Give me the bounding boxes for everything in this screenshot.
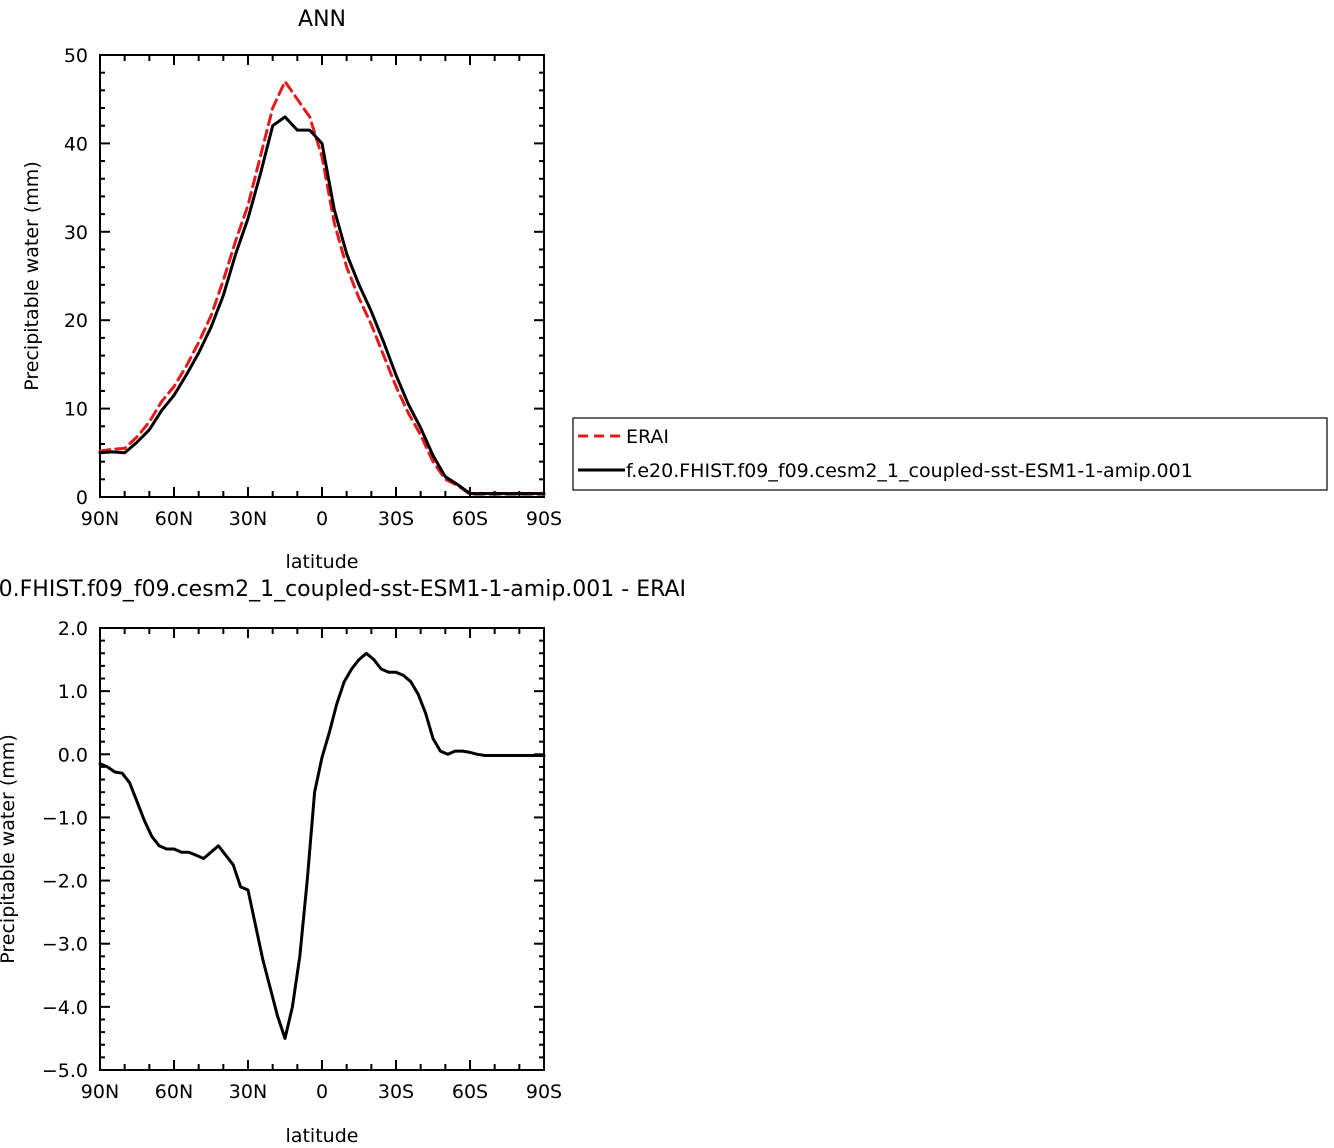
bottom-y-tick-label: −5.0 [42, 1060, 88, 1082]
top-y-tick-label: 40 [64, 133, 88, 155]
bottom-y-tick-label: −4.0 [42, 997, 88, 1019]
bottom-y-tick-label: 2.0 [58, 618, 88, 640]
top-y-tick-label: 0 [76, 487, 88, 509]
top-x-tick-label: 90N [81, 508, 119, 530]
top-y-tick-label: 30 [64, 222, 88, 244]
top-x-tick-label: 30N [229, 508, 267, 530]
bottom-y-tick-label: 0.0 [58, 744, 88, 766]
bottom-x-tick-label: 60N [155, 1081, 193, 1103]
top-plot-frame [99, 54, 545, 498]
bottom-x-tick-label: 30N [229, 1081, 267, 1103]
top-plot-area: 90N 60N 30N 0 30S 60S 90S 0 10 20 30 40 50 [64, 45, 562, 530]
top-x-tick-label: 90S [526, 508, 562, 530]
top-y-tick-label: 10 [64, 399, 88, 421]
legend-label-model: f.e20.FHIST.f09_f09.cesm2_1_coupled-sst-… [626, 460, 1193, 482]
top-x-tick-label: 60N [155, 508, 193, 530]
top-y-axis-label: Precipitable water (mm) [21, 161, 43, 390]
top-x-tick-label: 60S [452, 508, 488, 530]
bottom-plot-title: f.e20.FHIST.f09_f09.cesm2_1_coupled-sst-… [0, 577, 686, 602]
bottom-x-tick-label: 30S [378, 1081, 414, 1103]
top-x-tick-label: 30S [378, 508, 414, 530]
bottom-x-tick-label: 90N [81, 1081, 119, 1103]
bottom-y-tick-label: −3.0 [42, 934, 88, 956]
top-panel: ANN 90N 60N 30N 0 30S 60S 90S 0 10 20 30 40 50 latit… [21, 7, 562, 573]
top-x-tick-label: 0 [316, 508, 328, 530]
bottom-y-axis-label: Precipitable water (mm) [0, 734, 19, 963]
top-y-tick-label: 50 [64, 45, 88, 67]
legend: ERAI f.e20.FHIST.f09_f09.cesm2_1_coupled… [572, 417, 1328, 491]
bottom-x-tick-label: 0 [316, 1081, 328, 1103]
top-plot-title: ANN [298, 7, 346, 32]
bottom-panel: f.e20.FHIST.f09_f09.cesm2_1_coupled-sst-… [0, 577, 686, 1147]
top-series-line-1 [98, 115, 546, 495]
bottom-series-line-0 [98, 651, 546, 1040]
legend-box [572, 417, 1328, 491]
top-series-line-0 [98, 80, 546, 496]
bottom-x-axis-label: latitude [286, 1125, 359, 1147]
bottom-x-tick-label: 90S [526, 1081, 562, 1103]
legend-label-erai: ERAI [626, 426, 669, 448]
bottom-y-tick-label: −2.0 [42, 871, 88, 893]
top-x-axis-label: latitude [286, 551, 359, 573]
bottom-y-tick-label: −1.0 [42, 807, 88, 829]
top-y-tick-label: 20 [64, 310, 88, 332]
bottom-y-tick-label: 1.0 [58, 681, 88, 703]
bottom-x-tick-label: 60S [452, 1081, 488, 1103]
bottom-plot-area: 90N 60N 30N 0 30S 60S 90S −5.0 −4.0 −3.0 −2.0 −1.0 0… [42, 618, 562, 1103]
